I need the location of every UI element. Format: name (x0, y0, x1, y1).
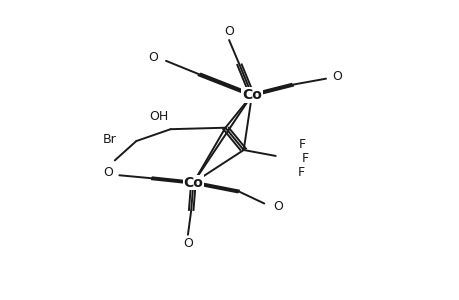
Text: F: F (297, 166, 304, 179)
Text: Br: Br (103, 133, 117, 146)
Text: O: O (224, 25, 234, 38)
Text: O: O (273, 200, 282, 213)
Text: Co: Co (241, 88, 261, 102)
Text: Co: Co (183, 176, 203, 190)
Text: F: F (301, 152, 308, 165)
Text: O: O (332, 70, 341, 83)
Text: O: O (103, 166, 112, 179)
Text: O: O (183, 237, 192, 250)
Text: O: O (148, 51, 158, 64)
Text: F: F (298, 138, 305, 151)
Text: OH: OH (149, 110, 168, 123)
